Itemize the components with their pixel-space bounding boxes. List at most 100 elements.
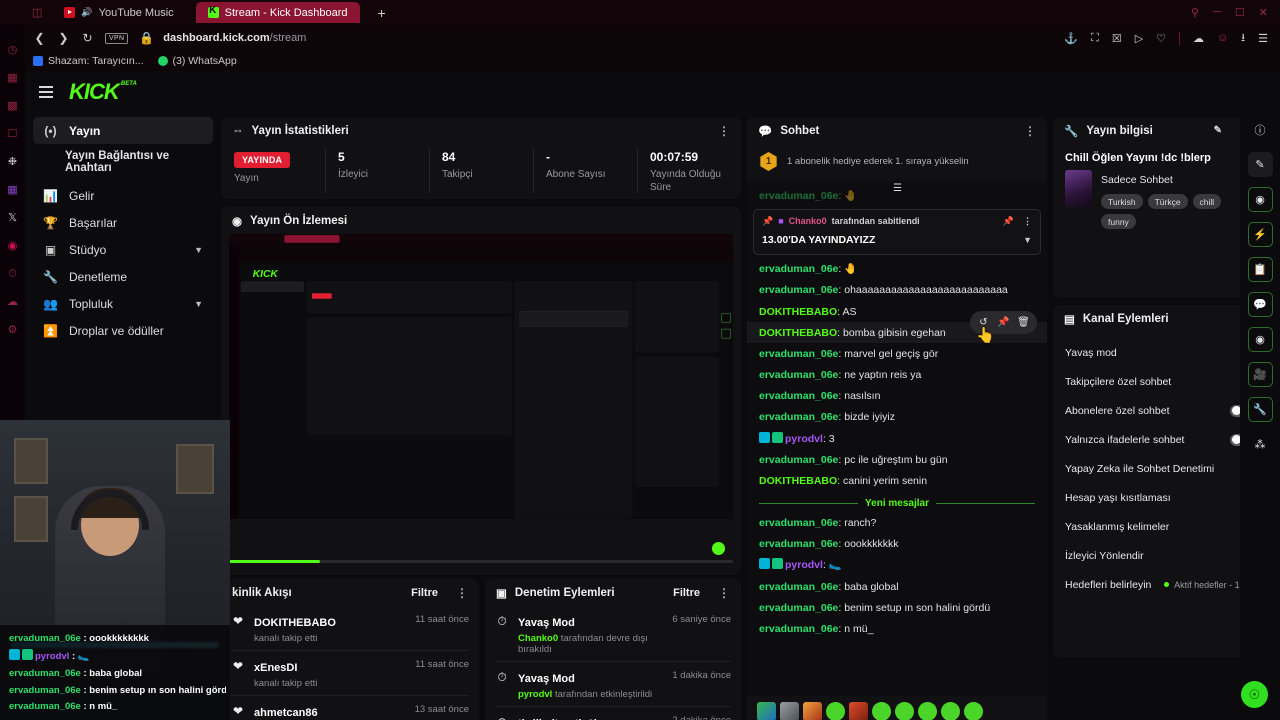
more-icon[interactable]: ⋮ [1023,215,1032,226]
twitch-icon[interactable]: ▦ [7,184,18,196]
emote-10[interactable] [964,702,983,720]
chat-username[interactable]: ervaduman_06e [759,601,839,614]
reload-icon[interactable]: ↻ [82,31,93,45]
more-icon[interactable]: ⁂ [1254,439,1266,451]
chat-username[interactable]: pyrodvl [785,559,823,572]
tag[interactable]: chill [1192,194,1222,209]
adblock-icon[interactable]: ☒ [1111,32,1122,45]
chat-message-list[interactable]: ☰ ervaduman_06e: 🤚 📌 ■ Chanko0 tarafında… [747,181,1047,696]
filter-button[interactable]: Filtre [673,586,700,599]
bookmark-shazam[interactable]: Shazam: Tarayıcın... [33,55,144,67]
action-yavas-mod[interactable]: Yavaş mod ❯ [1053,338,1265,367]
wrench-icon[interactable]: 🔧 [1247,397,1273,422]
emote-2[interactable] [780,702,799,720]
chat-username[interactable]: ervaduman_06e [759,347,839,360]
chat-username[interactable]: ervaduman_06e [759,453,839,466]
chevron-down-icon[interactable]: ▼ [1023,234,1032,245]
chat-username[interactable]: DOKITHEBABO [759,305,838,318]
chat-username[interactable]: ervaduman_06e [759,538,839,551]
sidebar-sub-stream-key[interactable]: Yayın Bağlantısı ve Anahtarı [65,150,170,174]
sidebar-item-basarilar[interactable]: 🏆 Başarılar [33,209,213,236]
more-icon[interactable]: ⋮ [718,123,730,138]
video-icon[interactable]: 🎥 [1247,362,1273,387]
action-followers-only[interactable]: Takipçilere özel sohbet ❯ [1053,367,1265,396]
clipboard-icon[interactable]: 📋 [1247,257,1273,282]
emote-6[interactable] [872,702,891,720]
bookmark-whatsapp[interactable]: (3) WhatsApp [157,55,237,67]
list-item[interactable]: ⏱ Yavaş Mod pyrodvl tarafından etkinleşt… [495,661,731,706]
tag[interactable]: Türkçe [1147,194,1188,209]
pencil-icon[interactable]: ✎ [1247,152,1273,177]
action-raid[interactable]: İzleyici Yönlendir [1053,541,1265,570]
list-item[interactable]: ❤ DOKITHEBABO kanalı takip etti 11 saat … [231,606,469,650]
emote-4[interactable] [826,702,845,720]
emote-5[interactable] [849,702,868,720]
list-item[interactable]: ❤ ahmetcan86 kanalı takip etti 13 saat ö… [231,695,469,720]
minimize-icon[interactable]: ─ [1213,6,1221,18]
chat-username[interactable]: ervaduman_06e [759,517,839,530]
reply-icon[interactable]: ↺ [979,317,988,329]
chat-username[interactable]: ervaduman_06e [759,390,839,403]
pin-icon[interactable]: 📌 [997,317,1010,329]
emote-1[interactable] [757,702,776,720]
vpn-badge[interactable]: VPN [105,32,129,44]
settings-gear-icon[interactable]: ⚙ [7,324,18,336]
wallet-icon[interactable]: ▦ [7,72,18,84]
list-item[interactable]: ⊘ thrilledtrestle1h pyrodvl tarafından y… [495,706,731,720]
action-banned-words[interactable]: Yasaklanmış kelimeler ❯ [1053,512,1265,541]
emote-3[interactable] [803,702,822,720]
pinned-message[interactable]: 📌 ■ Chanko0 tarafından sabitlendi 📌 ⋮ 13… [753,208,1041,255]
emote-8[interactable] [918,702,937,720]
history-icon[interactable]: ⏱ [8,268,17,280]
heart-icon[interactable]: ♡ [1156,32,1167,45]
chat-username[interactable]: ervaduman_06e [759,284,839,297]
list-item[interactable]: ❤ xEnesDI kanalı takip etti 11 saat önce [231,650,469,695]
tab-list-icon[interactable]: ◫ [32,7,43,19]
chat-username[interactable]: ervaduman_06e [759,263,839,276]
sidebar-item-studyo[interactable]: ▣ Stüdyo ▼ [33,236,213,263]
sidebar-item-yayin[interactable]: (•) Yayın [33,117,213,144]
filter-button[interactable]: Filtre [411,586,438,599]
more-icon[interactable]: ⋮ [718,585,730,600]
sidebar-item-gelir[interactable]: 📊 Gelir [33,182,213,209]
action-subs-only[interactable]: Abonelere özel sohbet [1053,396,1265,425]
pin-icon[interactable]: ⚓ [1064,32,1079,45]
download-icon[interactable]: ⭳ [1241,31,1246,44]
chat-username[interactable]: ervaduman_06e [759,580,839,593]
capture-icon[interactable]: ⛶ [1091,31,1099,44]
chat-username[interactable]: pyrodvl [785,432,823,445]
emote-7[interactable] [895,702,914,720]
profile-icon[interactable]: ☺ [1217,32,1229,44]
new-tab-button[interactable]: + [377,4,386,21]
bolt-icon[interactable]: ⚡ [1247,222,1273,247]
sidebar-item-droplar[interactable]: ⏫ Droplar ve ödüller [33,317,213,344]
broadcast-icon[interactable]: ◉ [1247,327,1273,352]
back-icon[interactable]: ❮ [34,31,45,45]
vpn-shield-icon[interactable]: ▩ [7,100,18,112]
chat-username[interactable]: DOKITHEBABO [759,474,838,487]
info-icon[interactable]: ⓘ [1254,124,1266,137]
chatgpt-icon[interactable]: ❉ [7,156,18,168]
preview-progress[interactable] [229,560,733,563]
search-icon[interactable]: ⚲ [1191,7,1200,19]
weather-icon[interactable]: ☁ [7,296,18,308]
delete-icon[interactable]: 🗑 [1017,317,1030,329]
tab-youtube-music[interactable]: 🔊 YouTube Music [52,2,185,23]
maximize-icon[interactable]: ☐ [1234,7,1245,19]
webcam-overlay[interactable]: ervaduman_06e : oookkkkkkkk pyrodvl : 🥿 … [0,420,230,720]
x-twitter-icon[interactable]: 𝕏 [8,212,17,224]
list-item[interactable]: ⏱ Yavaş Mod Chanko0 tarafından devre dış… [495,606,731,661]
menu-toggle-button[interactable] [39,86,53,98]
address-bar[interactable]: dashboard.kick.com/stream [163,32,306,44]
preview-video[interactable]: KICK [229,234,733,519]
cloud-icon[interactable]: ☁ [1193,32,1205,45]
kick-logo[interactable]: KICK BETA [69,79,137,105]
menu-icon[interactable]: ☰ [1258,32,1268,45]
action-ai-moderation[interactable]: Yapay Zeka ile Sohbet Denetimi ↗ [1053,454,1265,483]
pencil-icon[interactable]: ✎ [1213,125,1222,136]
play-icon[interactable]: ▷ [1134,32,1144,45]
sidebar-item-denetleme[interactable]: 🔧 Denetleme [33,263,213,290]
more-icon[interactable]: ⋮ [456,585,468,600]
chat-username[interactable]: ervaduman_06e [759,622,839,635]
chat-pause-handle[interactable]: ☰ [893,183,902,194]
